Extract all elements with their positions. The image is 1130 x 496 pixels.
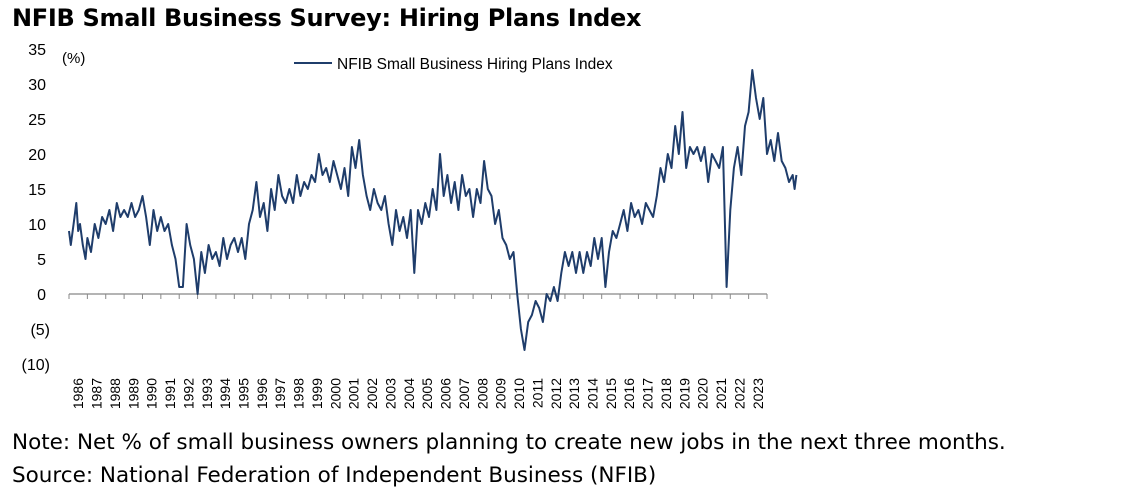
x-tick-label: 2009: [493, 378, 509, 409]
y-tick-label: 5: [37, 252, 46, 269]
x-tick-label: 1986: [70, 378, 86, 409]
x-tick-label: 1996: [254, 378, 270, 409]
x-tick-label: 2008: [474, 378, 490, 409]
y-tick-label: 15: [28, 182, 46, 199]
x-axis-labels: 1986 1987 1988 1989 1990 1991 1992 1993 1994 1995…: [70, 378, 766, 409]
x-tick-label: 2000: [327, 378, 343, 409]
x-tick-label: 1993: [199, 378, 215, 409]
y-tick-label: (5): [30, 322, 50, 339]
x-tick-label: 1991: [162, 378, 178, 409]
chart-source: Source: National Federation of Independe…: [12, 463, 657, 488]
x-tick-label: 1990: [144, 378, 160, 409]
chart-note: Note: Net % of small business owners pla…: [12, 430, 1006, 455]
x-tick-label: 2016: [621, 378, 637, 409]
y-tick-label: 0: [37, 287, 46, 304]
x-tick-label: 1989: [125, 378, 141, 409]
x-tick-label: 2011: [529, 378, 545, 408]
y-tick-label: 10: [28, 217, 46, 234]
x-tick-label: 1997: [272, 378, 288, 409]
x-tick-label: 1992: [180, 378, 196, 409]
x-tick-label: 2003: [382, 378, 398, 409]
x-tick-label: 2010: [511, 378, 527, 409]
x-tick-label: 2002: [364, 378, 380, 409]
x-tick-label: 2017: [640, 378, 656, 409]
x-tick-label: 2005: [419, 378, 435, 409]
x-tick-label: 2004: [401, 378, 417, 409]
x-tick-label: 2012: [548, 378, 564, 409]
x-tick-label: 2018: [658, 378, 674, 409]
series-line: [68, 69, 798, 351]
x-tick-label: 2007: [456, 378, 472, 409]
x-tick-label: 2001: [346, 378, 362, 409]
legend: NFIB Small Business Hiring Plans Index: [294, 56, 613, 73]
y-tick-label: 20: [28, 147, 46, 164]
x-tick-label: 2006: [438, 378, 454, 409]
y-tick-label: 35: [28, 42, 46, 59]
chart-title: NFIB Small Business Survey: Hiring Plans…: [12, 4, 642, 32]
x-tick-label: 2019: [676, 378, 692, 409]
x-tick-label: 2020: [695, 378, 711, 409]
x-tick-label: 2023: [750, 378, 766, 409]
x-tick-label: 2022: [731, 378, 747, 409]
x-tick-label: 2015: [603, 378, 619, 409]
x-tick-label: 1998: [291, 378, 307, 409]
y-unit-label: (%): [62, 50, 85, 67]
y-tick-label: (10): [22, 357, 50, 374]
x-tick-label: 1987: [89, 378, 105, 409]
x-tick-label: 1994: [217, 378, 233, 409]
x-tick-label: 1999: [309, 378, 325, 409]
x-tick-label: 2014: [585, 378, 601, 409]
legend-label: NFIB Small Business Hiring Plans Index: [337, 56, 613, 73]
x-tick-label: 1988: [107, 378, 123, 409]
zero-axis: [68, 293, 768, 299]
x-tick-label: 2013: [566, 378, 582, 409]
y-tick-label: 25: [28, 112, 46, 129]
y-axis-labels: (10) (5) 0 5 10 15 20 25 30 35: [22, 42, 50, 374]
y-tick-label: 30: [28, 77, 46, 94]
x-tick-label: 1995: [236, 378, 252, 409]
x-tick-label: 2021: [713, 378, 729, 409]
series-layer: [68, 69, 798, 351]
